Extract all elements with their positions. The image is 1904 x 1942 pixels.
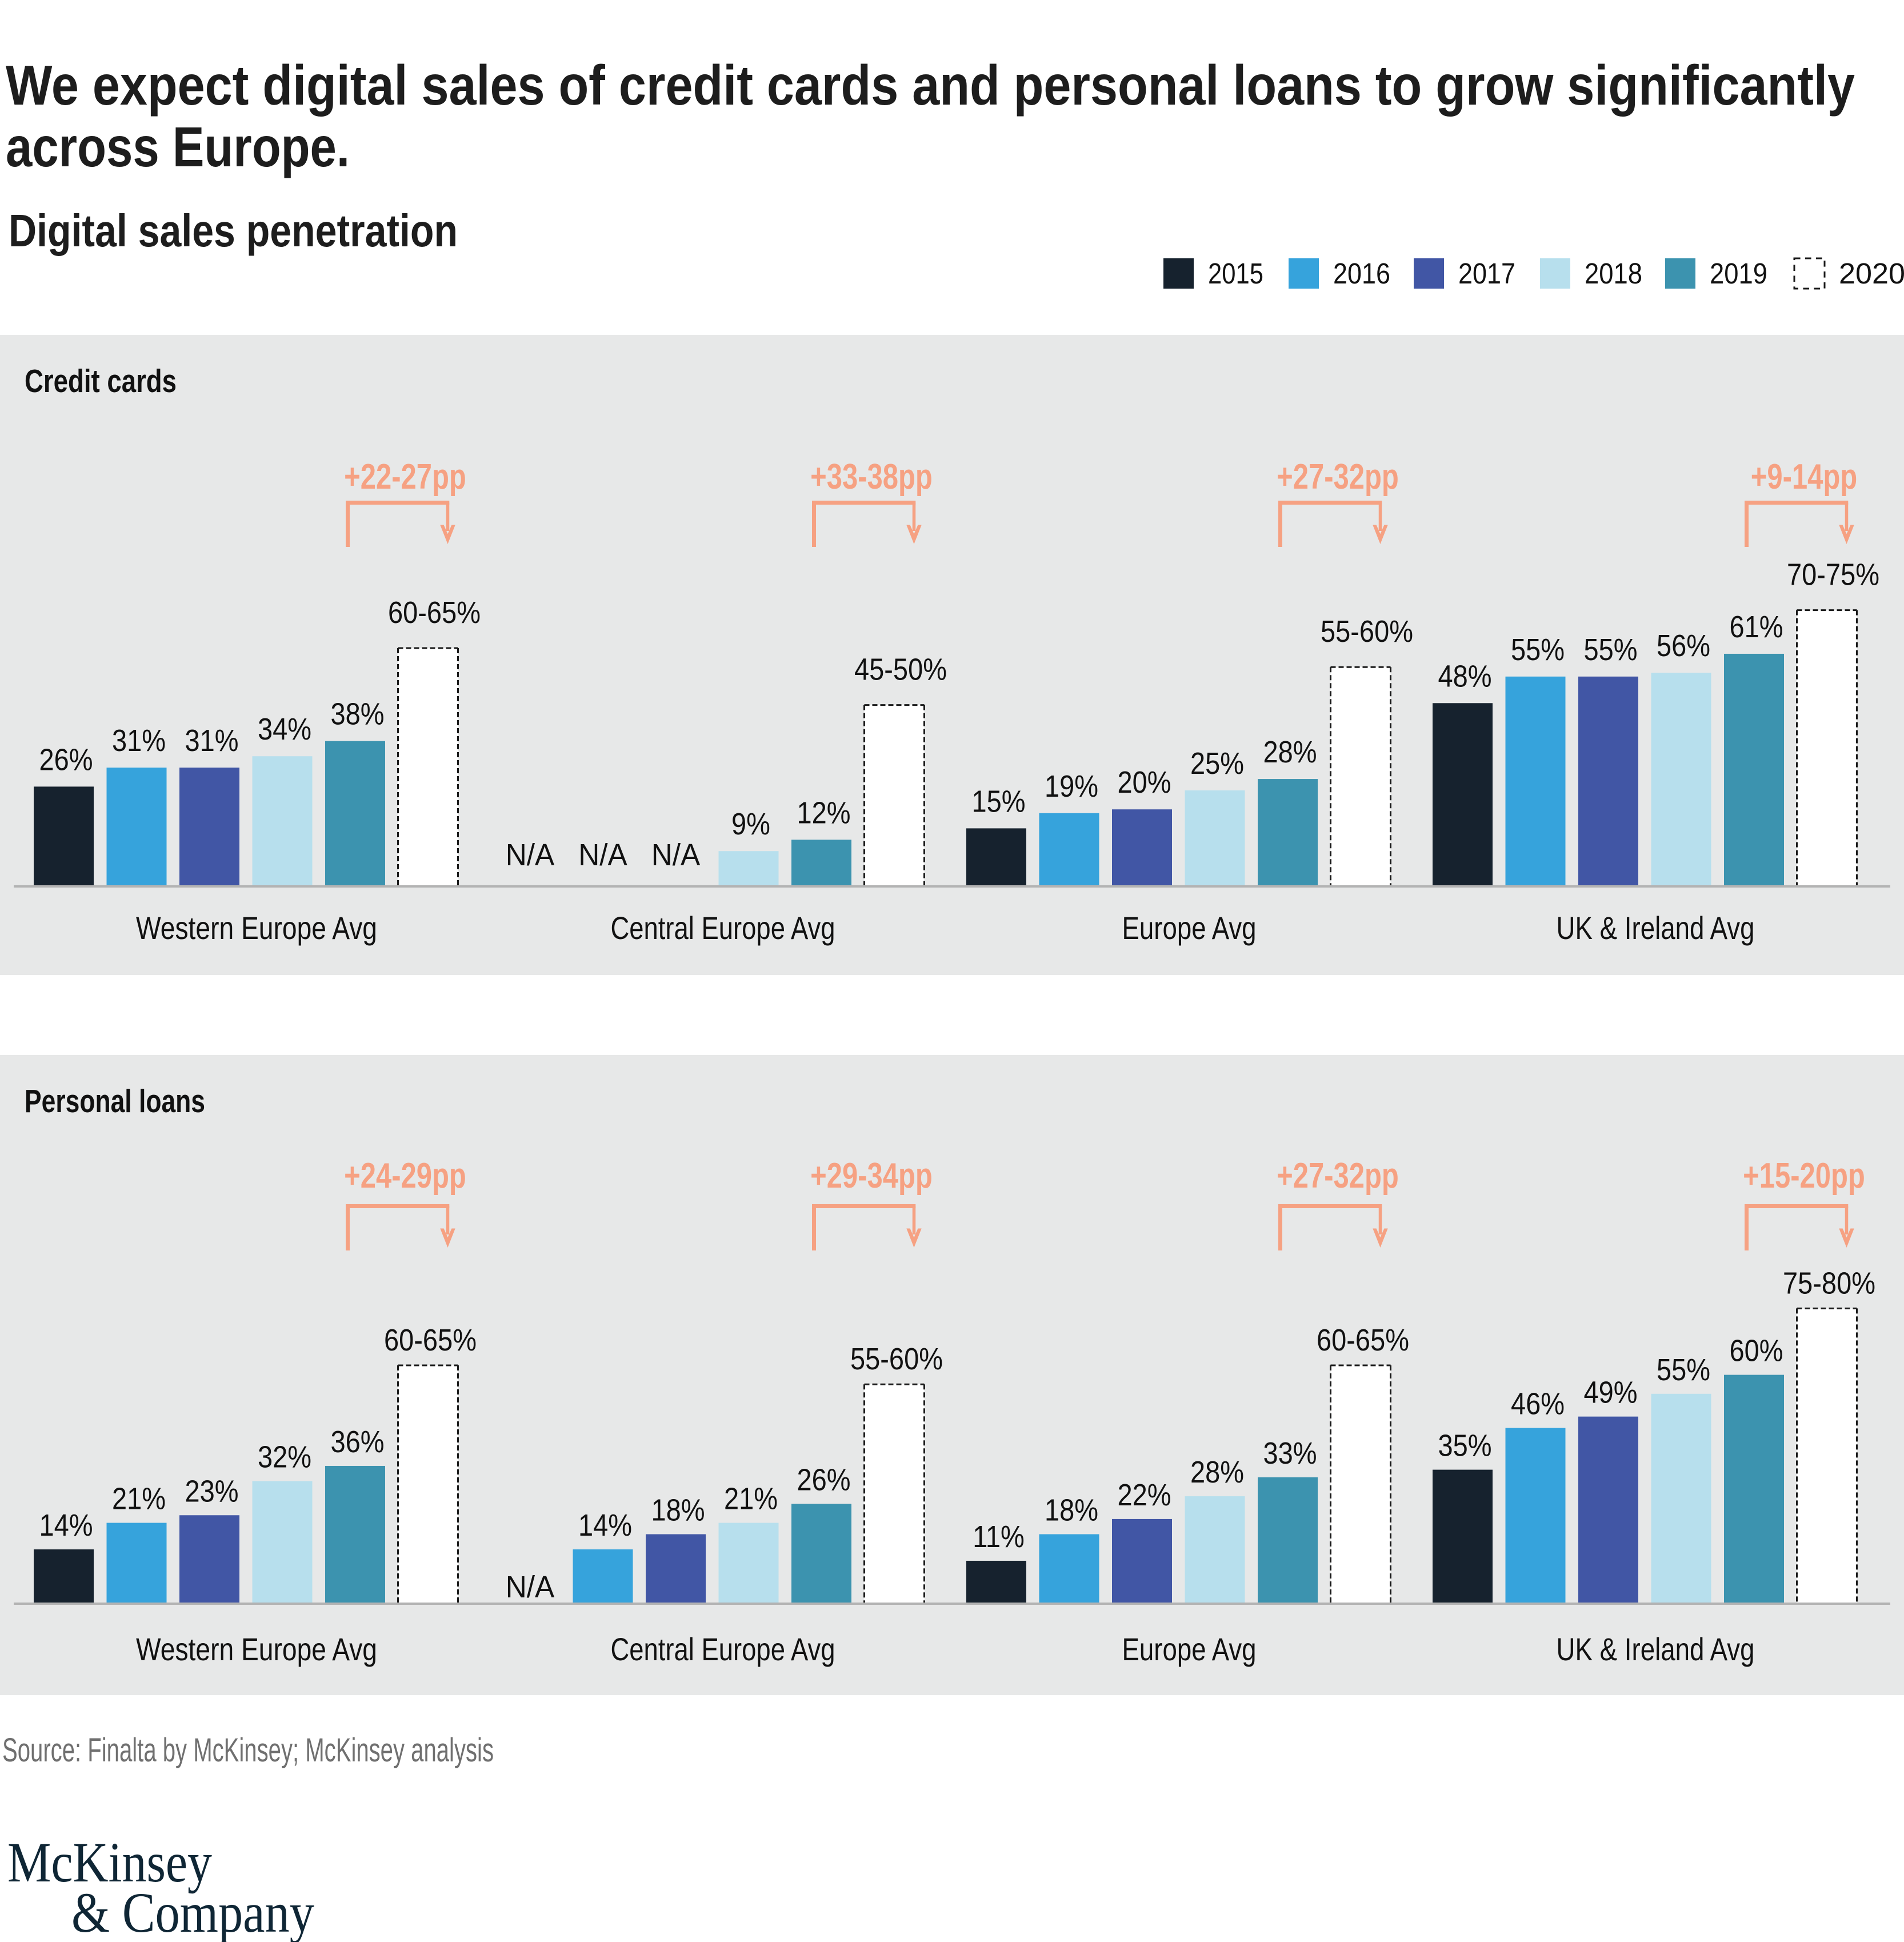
svg-text:Central Europe Avg: Central Europe Avg xyxy=(611,910,835,946)
svg-text:60-65%: 60-65% xyxy=(384,1322,477,1357)
svg-text:23%: 23% xyxy=(185,1473,238,1508)
svg-text:48%: 48% xyxy=(1438,658,1491,693)
svg-text:Source: Finalta by McKinsey; M: Source: Finalta by McKinsey; McKinsey an… xyxy=(2,1732,494,1769)
svg-text:33%: 33% xyxy=(1263,1436,1317,1471)
svg-text:Western Europe Avg: Western Europe Avg xyxy=(136,1631,377,1667)
svg-text:+15-20pp: +15-20pp xyxy=(1743,1155,1865,1195)
svg-text:56%: 56% xyxy=(1657,628,1710,663)
svg-text:2019: 2019 xyxy=(1710,257,1767,290)
svg-text:55%: 55% xyxy=(1511,632,1565,667)
svg-text:75-80%: 75-80% xyxy=(1783,1265,1875,1300)
svg-text:22%: 22% xyxy=(1117,1477,1171,1512)
svg-text:55%: 55% xyxy=(1583,632,1637,667)
svg-text:28%: 28% xyxy=(1263,734,1317,769)
svg-text:61%: 61% xyxy=(1729,609,1783,644)
svg-text:19%: 19% xyxy=(1045,769,1098,804)
svg-text:+24-29pp: +24-29pp xyxy=(344,1155,466,1195)
svg-text:26%: 26% xyxy=(797,1462,850,1497)
svg-text:across Europe.: across Europe. xyxy=(6,115,350,178)
svg-text:N/A: N/A xyxy=(578,838,627,872)
svg-text:UK & Ireland Avg: UK & Ireland Avg xyxy=(1557,1631,1755,1667)
svg-text:45-50%: 45-50% xyxy=(854,652,947,687)
svg-text:9%: 9% xyxy=(731,806,770,841)
svg-text:11%: 11% xyxy=(973,1519,1025,1554)
svg-text:34%: 34% xyxy=(258,712,311,746)
svg-text:2015: 2015 xyxy=(1208,257,1263,290)
svg-text:Europe Avg: Europe Avg xyxy=(1122,1631,1257,1667)
svg-text:Personal loans: Personal loans xyxy=(25,1083,205,1120)
svg-text:60-65%: 60-65% xyxy=(388,595,481,630)
svg-text:+9-14pp: +9-14pp xyxy=(1751,456,1857,496)
svg-text:70-75%: 70-75% xyxy=(1787,557,1879,592)
svg-text:N/A: N/A xyxy=(506,1570,555,1604)
svg-text:60%: 60% xyxy=(1729,1333,1783,1368)
svg-text:+27-32pp: +27-32pp xyxy=(1277,456,1399,496)
svg-text:Western Europe Avg: Western Europe Avg xyxy=(136,910,377,946)
svg-text:2018: 2018 xyxy=(1585,257,1642,290)
svg-text:49%: 49% xyxy=(1583,1375,1637,1410)
svg-text:21%: 21% xyxy=(112,1481,166,1516)
svg-text:28%: 28% xyxy=(1190,1454,1244,1489)
svg-text:25%: 25% xyxy=(1190,746,1244,781)
svg-text:2016: 2016 xyxy=(1333,257,1390,290)
svg-text:2020: 2020 xyxy=(1839,257,1904,290)
svg-text:Digital sales penetration: Digital sales penetration xyxy=(9,205,458,256)
svg-text:18%: 18% xyxy=(1045,1492,1098,1527)
svg-text:20%: 20% xyxy=(1117,765,1171,800)
svg-text:& Company: & Company xyxy=(71,1881,314,1942)
svg-text:31%: 31% xyxy=(112,723,166,758)
svg-text:Central Europe Avg: Central Europe Avg xyxy=(611,1631,835,1667)
svg-text:21%: 21% xyxy=(724,1481,778,1516)
svg-text:15%: 15% xyxy=(971,784,1025,818)
svg-text:UK & Ireland Avg: UK & Ireland Avg xyxy=(1557,910,1755,946)
svg-text:+29-34pp: +29-34pp xyxy=(810,1155,933,1195)
svg-text:18%: 18% xyxy=(651,1492,705,1527)
svg-text:Europe Avg: Europe Avg xyxy=(1122,910,1257,946)
svg-text:60-65%: 60-65% xyxy=(1317,1322,1409,1357)
svg-text:55-60%: 55-60% xyxy=(1321,614,1413,649)
svg-text:12%: 12% xyxy=(797,795,850,830)
svg-text:+27-32pp: +27-32pp xyxy=(1277,1155,1399,1195)
svg-text:We expect digital sales of cre: We expect digital sales of credit cards … xyxy=(6,54,1855,117)
svg-text:Credit cards: Credit cards xyxy=(25,363,177,399)
svg-text:32%: 32% xyxy=(258,1439,311,1474)
svg-text:+22-27pp: +22-27pp xyxy=(344,456,466,496)
svg-text:26%: 26% xyxy=(39,742,93,777)
svg-text:N/A: N/A xyxy=(651,838,701,872)
svg-text:McKinsey: McKinsey xyxy=(7,1831,212,1894)
svg-text:2017: 2017 xyxy=(1458,257,1515,290)
svg-text:55%: 55% xyxy=(1657,1352,1710,1387)
svg-text:31%: 31% xyxy=(185,723,238,758)
svg-text:38%: 38% xyxy=(330,697,384,732)
svg-text:36%: 36% xyxy=(330,1424,384,1459)
svg-text:14%: 14% xyxy=(578,1508,632,1543)
svg-text:N/A: N/A xyxy=(506,838,555,872)
svg-text:46%: 46% xyxy=(1511,1386,1565,1421)
svg-text:55-60%: 55-60% xyxy=(850,1341,943,1376)
svg-text:14%: 14% xyxy=(39,1508,93,1543)
svg-text:35%: 35% xyxy=(1438,1428,1491,1463)
svg-text:+33-38pp: +33-38pp xyxy=(810,456,933,496)
